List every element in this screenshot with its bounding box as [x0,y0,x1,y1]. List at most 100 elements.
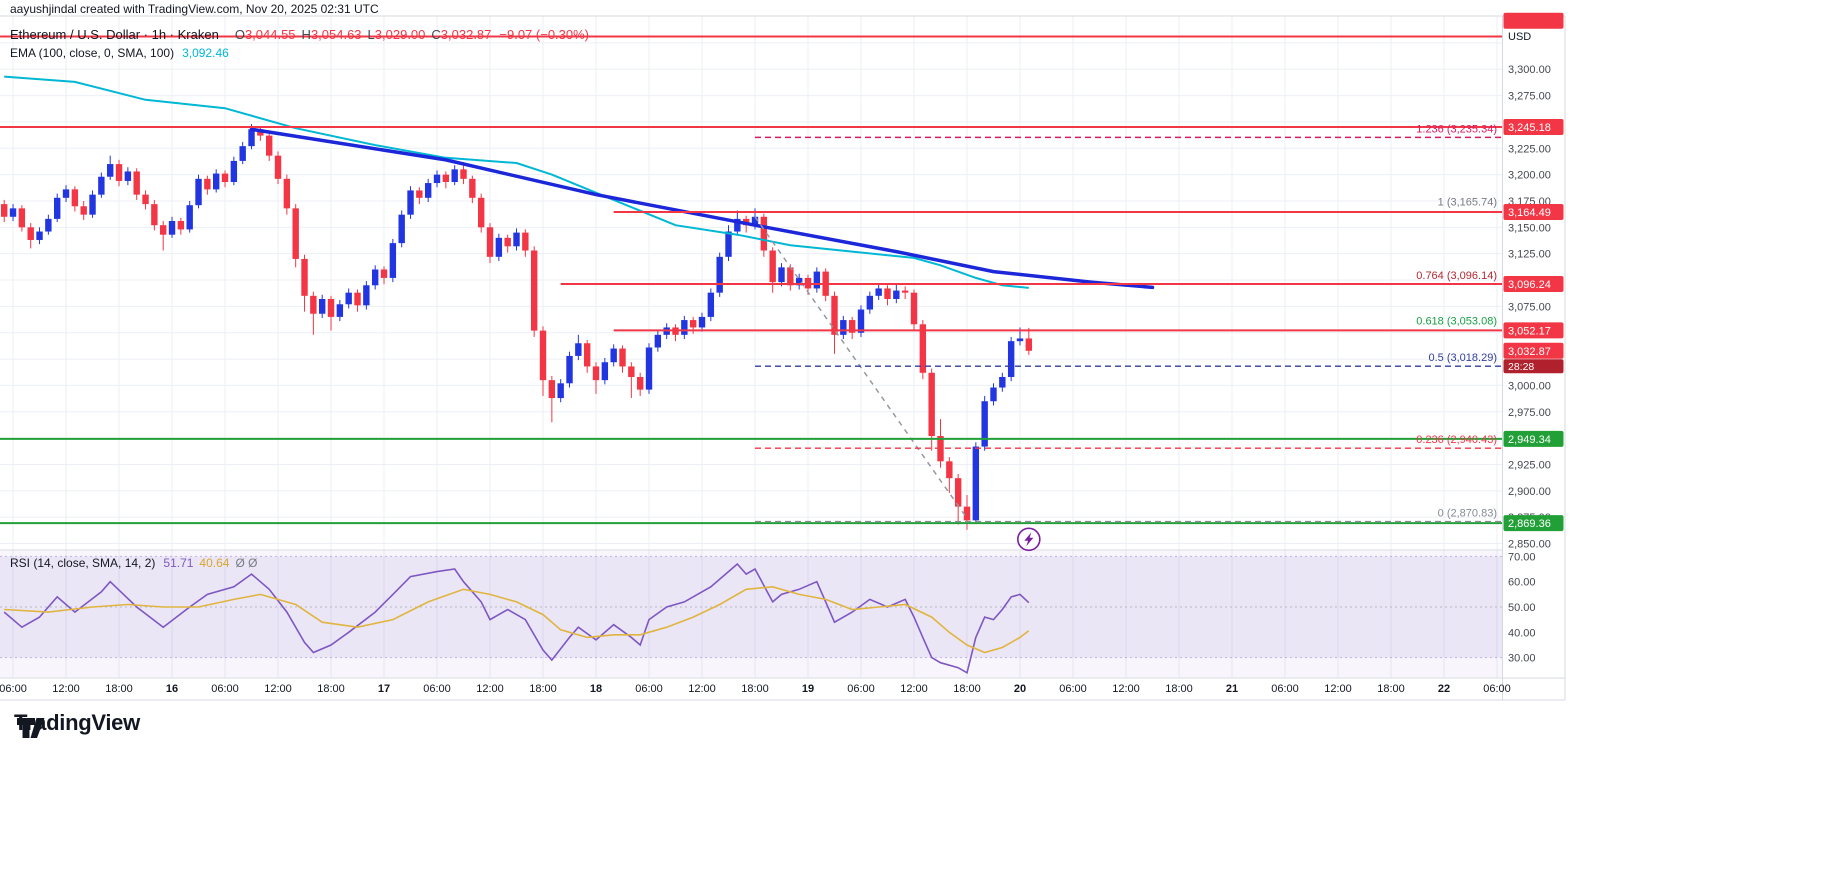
candle-down [486,227,494,257]
lightning-marker-icon[interactable] [1017,527,1041,552]
candle-down [460,169,467,179]
candle-down [221,173,229,182]
symbol-legend[interactable]: Ethereum / U.S. Dollar · 1h · Kraken O3,0… [10,27,589,42]
time-axis-label: 12:00 [688,683,716,695]
badge-text: 3,164.49 [1508,207,1551,219]
ohlc-value: 3,032.87 [440,27,492,42]
ohlc-value: 3,029.00 [374,27,426,42]
candle-up [654,334,662,348]
candle-down [963,506,971,521]
price-axis-tick: 2,850.00 [1508,539,1551,551]
candle-down [954,478,962,507]
badge-text: 2,869.36 [1508,518,1551,530]
candle-up [972,446,980,521]
rsi-axis-tick: 40.00 [1508,627,1536,639]
candle-up [36,231,43,240]
candle-down [831,295,838,335]
candle-up [424,183,432,198]
time-axis-label: 18:00 [529,683,557,695]
measure-dashed-line[interactable] [754,216,968,519]
candle-up [566,355,573,384]
candle-down [327,298,335,317]
price-line-badge[interactable]: 3,164.49 [1503,204,1564,221]
rsi-sma-value: 40.64 [199,556,230,570]
time-axis-label: 12:00 [1324,683,1352,695]
ema-legend[interactable]: EMA (100, close, 0, SMA, 100) 3,092.46 [10,46,229,60]
candle-down [27,227,34,240]
candle-up [601,362,609,381]
candle-down [416,190,423,198]
fib-level-label: 0 (2,870.83) [1438,508,1497,520]
trendline[interactable] [249,127,1155,290]
candle-up [98,176,105,195]
candle-up [230,160,238,182]
time-axis-label: 18:00 [741,683,769,695]
candle-down [504,237,511,247]
candle-down [283,178,291,209]
ema-100-line[interactable] [4,75,1029,289]
candle-down [919,324,927,373]
ohlc-readout: O3,044.55 H3,054.63 L3,029.00 C3,032.87 [229,27,492,42]
candle-up [795,277,803,286]
rsi-axis-tick: 60.00 [1508,577,1536,589]
candle-down [1,204,8,217]
candle-up [725,231,732,257]
candle-down [848,320,856,333]
price-axis-tick: 3,075.00 [1508,301,1551,313]
candle-down [142,194,149,205]
ohlc-value: 3,054.63 [310,27,362,42]
rsi-axis-tick: 30.00 [1508,653,1536,665]
badge-text: 3,052.17 [1508,325,1551,337]
fib-level-label: 0.5 (3,018.29) [1429,352,1498,364]
candle-up [433,174,441,184]
candle-down [204,178,211,190]
candle-down [530,250,538,331]
rsi-extra-values: Ø Ø [235,556,258,570]
price-line-badge[interactable]: 3,245.18 [1503,119,1564,135]
candle-up [495,237,503,257]
price-line-badge[interactable] [1503,12,1564,29]
time-axis-label: 19 [802,683,814,695]
price-line-badge[interactable]: 2,949.34 [1503,430,1564,447]
fib-level-label: 0.236 (2,940.43) [1416,434,1497,446]
ohlc-value: 3,044.55 [244,27,296,42]
time-axis-label: 06:00 [847,683,875,695]
last-price-badge[interactable]: 3,032.87 28:28 [1503,342,1564,374]
candle-down [265,135,273,156]
rsi-sma-line[interactable] [4,585,1030,654]
candle-down [769,250,776,283]
time-axis-label: 18:00 [105,683,133,695]
candle-up [716,256,723,293]
candle-up [186,205,193,230]
badge-text: 2,949.34 [1508,434,1551,446]
time-axis-label: 06:00 [423,683,451,695]
time-axis-label: 20 [1014,683,1026,695]
candle-down [946,461,953,479]
time-axis-label: 18:00 [317,683,345,695]
time-axis-label: 12:00 [900,683,928,695]
time-axis-label: 06:00 [1271,683,1299,695]
ema-legend-label: EMA (100, close, 0, SMA, 100) [10,46,175,60]
price-axis-tick: 3,000.00 [1508,380,1551,392]
candle-up [513,232,520,247]
candle-up [557,383,564,399]
time-axis-label: 12:00 [476,683,504,695]
rsi-line[interactable] [3,562,1030,675]
candle-up [840,320,847,335]
price-axis-tick: 3,275.00 [1508,91,1551,103]
time-axis-label: 21 [1226,683,1238,695]
price-axis-tick: 3,300.00 [1508,64,1551,76]
tradingview-logo-icon [17,718,45,738]
candle-up [389,243,397,278]
tradingview-logo[interactable]: TradingView [14,710,140,738]
time-axis-label: 18 [590,683,602,695]
candle-down [380,269,388,278]
candle-up [1016,338,1024,342]
rsi-legend[interactable]: RSI (14, close, SMA, 14, 2) 51.71 40.64 Ø Ø [10,556,257,570]
price-line-badge[interactable]: 2,869.36 [1503,515,1564,532]
price-line-badge[interactable]: 3,052.17 [1503,322,1564,339]
fib-level-label: 0.764 (3,096.14) [1416,270,1497,282]
price-line-badge[interactable]: 3,096.24 [1503,275,1564,292]
ohlc-letter: C [431,27,441,42]
